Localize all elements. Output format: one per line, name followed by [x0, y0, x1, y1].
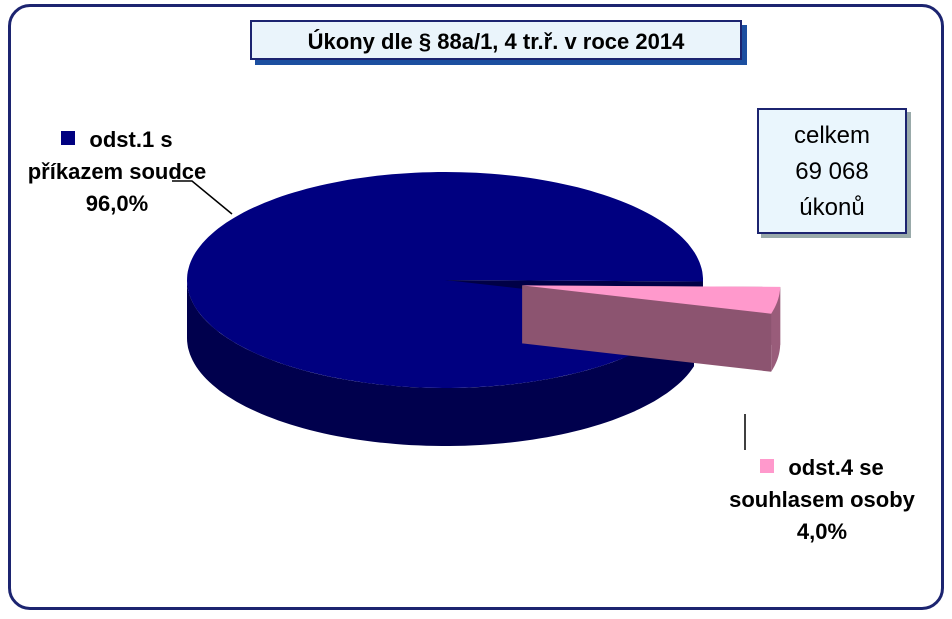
leader-line	[172, 180, 233, 215]
category-label: odst.4 se souhlasem osoby	[729, 455, 915, 512]
annotation-box: celkem 69 068 úkonů	[757, 108, 907, 234]
slice-label: odst.1 s příkazem soudce 96,0%	[22, 124, 212, 220]
value-label: 96,0%	[85, 191, 149, 216]
value-label: 4,0%	[796, 519, 848, 544]
annotation-line: úkonů	[799, 194, 865, 221]
annotation-line: 69 068	[795, 158, 869, 185]
slice-side	[771, 286, 781, 372]
label-line: odst.1 s příkazem soudce	[22, 124, 212, 188]
category-label: odst.1 s příkazem soudce	[27, 127, 207, 184]
slice-side	[187, 280, 694, 446]
slice	[187, 172, 703, 388]
label-line: odst.4 se souhlasem osoby	[722, 452, 922, 516]
slice-cut	[522, 285, 772, 372]
chart-frame	[8, 4, 944, 610]
slice	[522, 285, 781, 314]
legend-swatch	[61, 131, 76, 145]
chart-title: Úkony dle § 88a/1, 4 tr.ř. v roce 2014	[250, 20, 742, 60]
annotation-line: celkem	[793, 122, 871, 149]
legend-swatch	[760, 459, 775, 473]
slice-label: odst.4 se souhlasem osoby 4,0%	[722, 452, 922, 548]
